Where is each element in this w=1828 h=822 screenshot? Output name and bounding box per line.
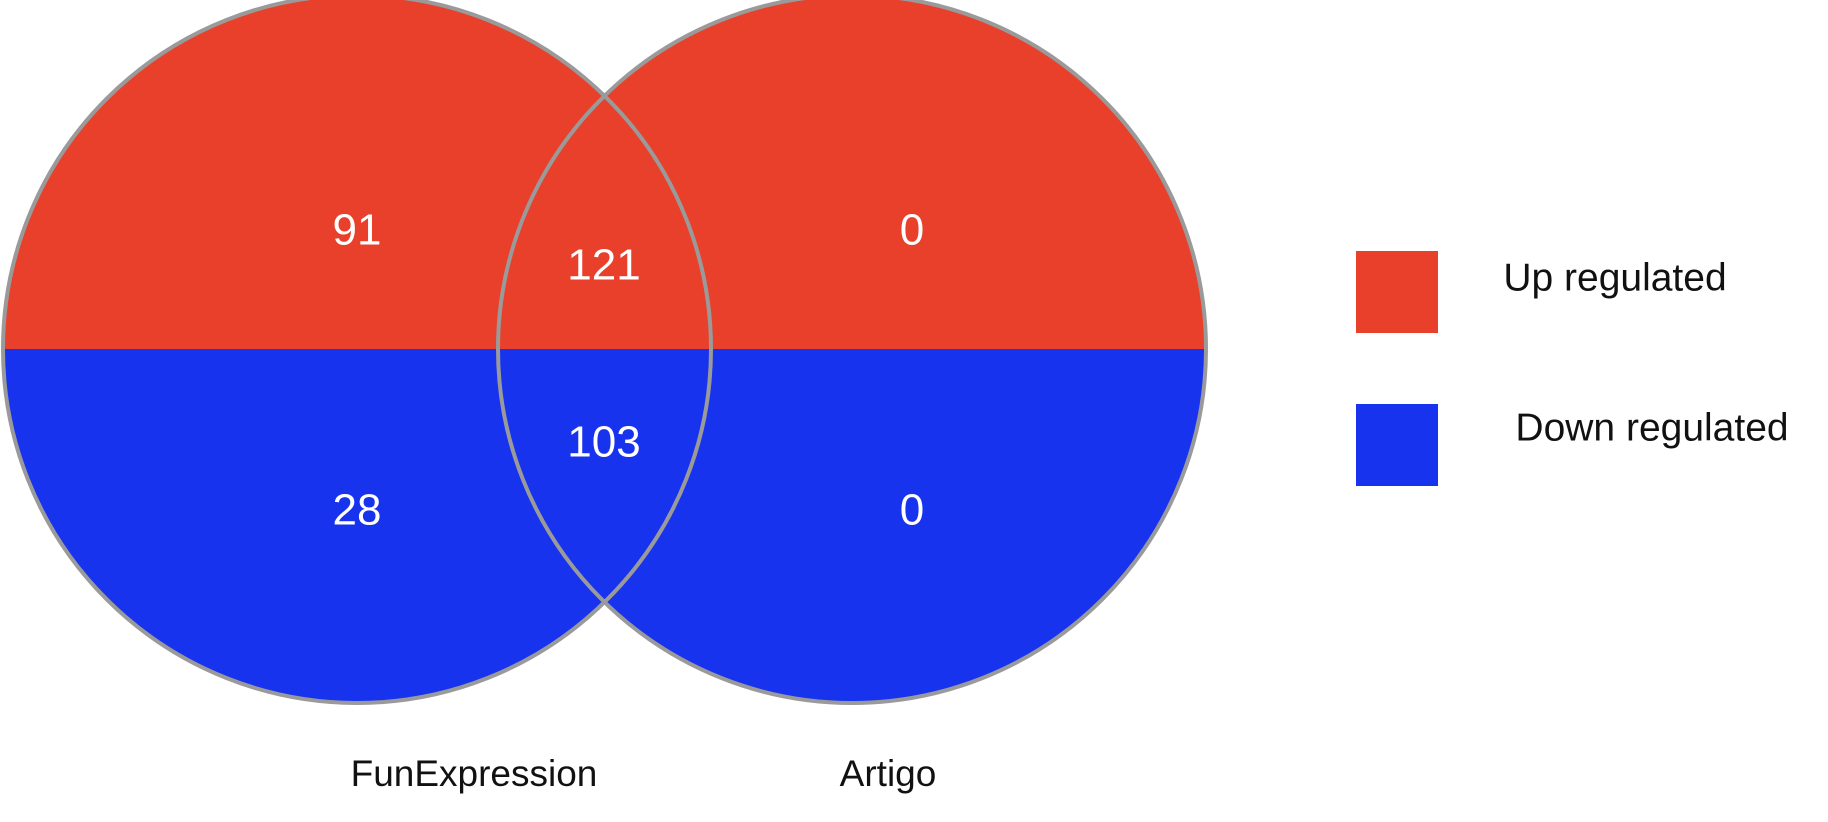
legend-label-down: Down regulated xyxy=(1515,406,1788,449)
right-circle-outline xyxy=(496,0,1208,705)
count-right-only-down: 0 xyxy=(900,486,924,535)
count-left-only-up: 91 xyxy=(333,206,382,255)
legend-swatch-down xyxy=(1356,404,1438,486)
left-circle-outline xyxy=(1,0,713,705)
count-right-only-up: 0 xyxy=(900,206,924,255)
count-left-only-down: 28 xyxy=(333,486,382,535)
set-label-artigo: Artigo xyxy=(840,753,937,794)
right-circle-up-half xyxy=(498,0,1206,349)
right-circle-down-half xyxy=(498,349,1206,703)
legend-label-up: Up regulated xyxy=(1503,256,1726,299)
set-label-funexpression: FunExpression xyxy=(351,753,598,794)
count-intersection-down: 103 xyxy=(567,418,640,467)
legend-swatch-up xyxy=(1356,251,1438,333)
count-intersection-up: 121 xyxy=(567,241,640,290)
legend: Up regulated Down regulated xyxy=(1356,251,1789,486)
